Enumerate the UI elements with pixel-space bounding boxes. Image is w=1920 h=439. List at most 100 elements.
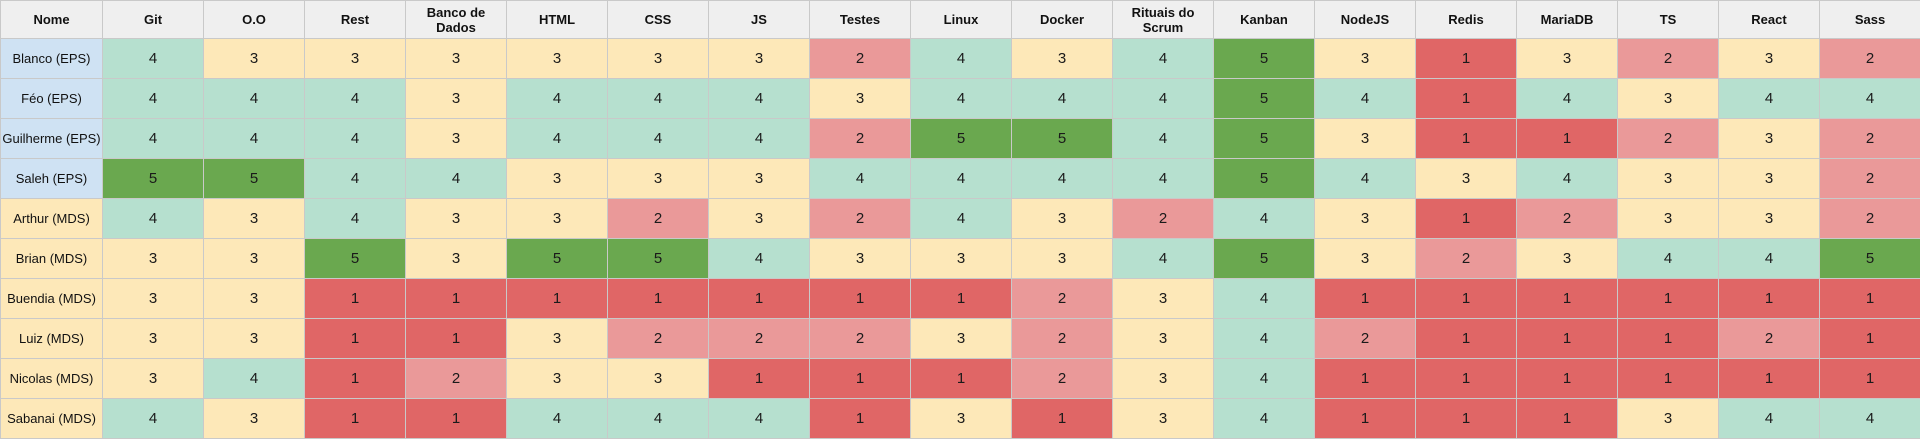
score-cell[interactable]: 1 (1416, 39, 1517, 79)
score-cell[interactable]: 3 (507, 199, 608, 239)
score-cell[interactable]: 1 (1416, 319, 1517, 359)
score-cell[interactable]: 5 (1214, 239, 1315, 279)
score-cell[interactable]: 3 (1315, 119, 1416, 159)
score-cell[interactable]: 3 (1315, 39, 1416, 79)
score-cell[interactable]: 3 (1012, 39, 1113, 79)
score-cell[interactable]: 2 (810, 319, 911, 359)
score-cell[interactable]: 3 (103, 319, 204, 359)
score-cell[interactable]: 4 (1517, 159, 1618, 199)
score-cell[interactable]: 1 (1820, 319, 1920, 359)
column-header[interactable]: Rest (305, 1, 406, 39)
score-cell[interactable]: 5 (911, 119, 1012, 159)
score-cell[interactable]: 1 (1517, 119, 1618, 159)
score-cell[interactable]: 1 (1719, 359, 1820, 399)
score-cell[interactable]: 1 (1618, 319, 1719, 359)
score-cell[interactable]: 3 (911, 239, 1012, 279)
score-cell[interactable]: 3 (1618, 159, 1719, 199)
score-cell[interactable]: 3 (1719, 39, 1820, 79)
score-cell[interactable]: 4 (204, 119, 305, 159)
score-cell[interactable]: 4 (305, 119, 406, 159)
score-cell[interactable]: 1 (406, 319, 507, 359)
score-cell[interactable]: 4 (1113, 159, 1214, 199)
score-cell[interactable]: 3 (1113, 399, 1214, 439)
score-cell[interactable]: 2 (1820, 159, 1920, 199)
score-cell[interactable]: 4 (507, 79, 608, 119)
score-cell[interactable]: 3 (1315, 199, 1416, 239)
score-cell[interactable]: 1 (810, 399, 911, 439)
score-cell[interactable]: 1 (911, 279, 1012, 319)
score-cell[interactable]: 2 (810, 119, 911, 159)
score-cell[interactable]: 4 (608, 119, 709, 159)
score-cell[interactable]: 3 (1517, 39, 1618, 79)
score-cell[interactable]: 4 (709, 239, 810, 279)
score-cell[interactable]: 3 (608, 39, 709, 79)
score-cell[interactable]: 3 (1618, 399, 1719, 439)
member-name-cell[interactable]: Luiz (MDS) (1, 319, 103, 359)
score-cell[interactable]: 3 (1012, 239, 1113, 279)
member-name-cell[interactable]: Sabanai (MDS) (1, 399, 103, 439)
member-name-cell[interactable]: Guilherme (EPS) (1, 119, 103, 159)
score-cell[interactable]: 3 (305, 39, 406, 79)
score-cell[interactable]: 3 (103, 359, 204, 399)
column-header[interactable]: JS (709, 1, 810, 39)
score-cell[interactable]: 2 (709, 319, 810, 359)
score-cell[interactable]: 3 (204, 279, 305, 319)
score-cell[interactable]: 4 (1214, 199, 1315, 239)
score-cell[interactable]: 3 (1113, 319, 1214, 359)
member-name-cell[interactable]: Brian (MDS) (1, 239, 103, 279)
column-header[interactable]: TS (1618, 1, 1719, 39)
score-cell[interactable]: 1 (1315, 359, 1416, 399)
score-cell[interactable]: 4 (911, 199, 1012, 239)
score-cell[interactable]: 3 (1416, 159, 1517, 199)
score-cell[interactable]: 4 (709, 119, 810, 159)
score-cell[interactable]: 3 (1719, 159, 1820, 199)
score-cell[interactable]: 2 (1820, 119, 1920, 159)
score-cell[interactable]: 3 (204, 399, 305, 439)
member-name-cell[interactable]: Arthur (MDS) (1, 199, 103, 239)
score-cell[interactable]: 2 (1618, 39, 1719, 79)
score-cell[interactable]: 3 (507, 39, 608, 79)
score-cell[interactable]: 1 (1517, 319, 1618, 359)
score-cell[interactable]: 2 (810, 39, 911, 79)
score-cell[interactable]: 1 (1315, 399, 1416, 439)
score-cell[interactable]: 3 (709, 39, 810, 79)
score-cell[interactable]: 3 (1517, 239, 1618, 279)
score-cell[interactable]: 3 (406, 119, 507, 159)
score-cell[interactable]: 1 (1416, 79, 1517, 119)
score-cell[interactable]: 1 (709, 279, 810, 319)
score-cell[interactable]: 1 (305, 399, 406, 439)
member-name-cell[interactable]: Blanco (EPS) (1, 39, 103, 79)
score-cell[interactable]: 3 (709, 199, 810, 239)
score-cell[interactable]: 1 (1416, 359, 1517, 399)
score-cell[interactable]: 4 (507, 119, 608, 159)
score-cell[interactable]: 3 (1719, 119, 1820, 159)
score-cell[interactable]: 4 (1719, 239, 1820, 279)
score-cell[interactable]: 3 (406, 79, 507, 119)
score-cell[interactable]: 1 (1618, 279, 1719, 319)
score-cell[interactable]: 2 (1719, 319, 1820, 359)
score-cell[interactable]: 4 (204, 79, 305, 119)
score-cell[interactable]: 5 (305, 239, 406, 279)
score-cell[interactable]: 3 (507, 359, 608, 399)
score-cell[interactable]: 3 (406, 199, 507, 239)
score-cell[interactable]: 3 (911, 399, 1012, 439)
score-cell[interactable]: 2 (1416, 239, 1517, 279)
member-name-cell[interactable]: Saleh (EPS) (1, 159, 103, 199)
score-cell[interactable]: 4 (1214, 279, 1315, 319)
score-cell[interactable]: 1 (1517, 359, 1618, 399)
score-cell[interactable]: 1 (406, 399, 507, 439)
score-cell[interactable]: 2 (1012, 279, 1113, 319)
column-header[interactable]: Linux (911, 1, 1012, 39)
score-cell[interactable]: 4 (1113, 79, 1214, 119)
score-cell[interactable]: 3 (406, 39, 507, 79)
score-cell[interactable]: 4 (911, 39, 1012, 79)
score-cell[interactable]: 4 (305, 79, 406, 119)
column-header[interactable]: O.O (204, 1, 305, 39)
score-cell[interactable]: 5 (608, 239, 709, 279)
score-cell[interactable]: 2 (1618, 119, 1719, 159)
score-cell[interactable]: 4 (103, 39, 204, 79)
score-cell[interactable]: 2 (1113, 199, 1214, 239)
score-cell[interactable]: 3 (1719, 199, 1820, 239)
score-cell[interactable]: 5 (1012, 119, 1113, 159)
score-cell[interactable]: 4 (1315, 159, 1416, 199)
